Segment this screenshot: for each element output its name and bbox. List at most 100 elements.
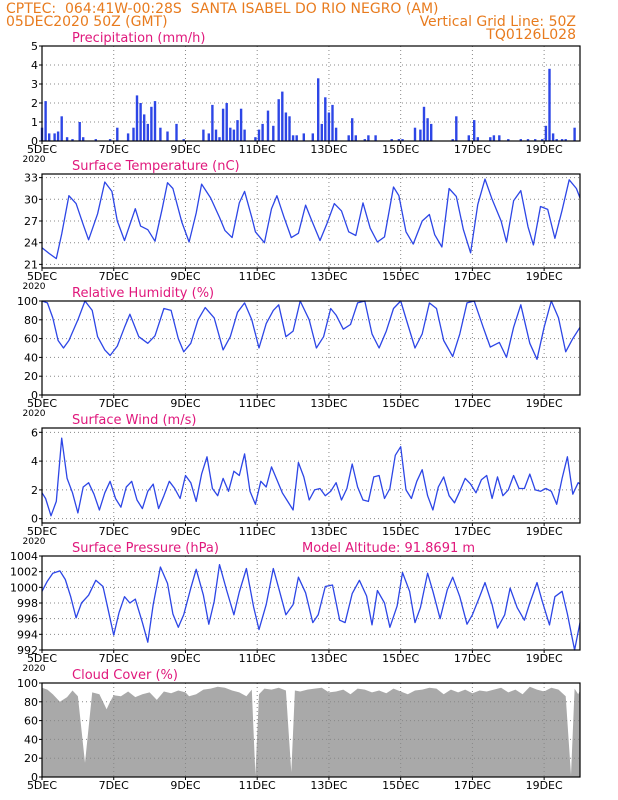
precip-bar: [541, 139, 544, 141]
wind-xtick-label: 11DEC: [239, 525, 276, 538]
rh-year-label: 2020: [23, 409, 46, 419]
temp-xtick-label: 13DEC: [310, 270, 347, 283]
precip-xtick-label: 15DEC: [382, 143, 419, 156]
cloud-xtick-label: 19DEC: [526, 779, 563, 792]
pressure-year-label: 2020: [23, 664, 46, 674]
temp-year-label: 2020: [23, 282, 46, 292]
cloud-title: Cloud Cover (%): [72, 668, 178, 683]
precip-ytick-label: 2: [31, 97, 38, 110]
precip-bar: [60, 116, 63, 141]
temp-ytick-label: 30: [24, 193, 38, 206]
temp-xtick-label: 11DEC: [239, 270, 276, 283]
precip-bar: [560, 139, 564, 141]
precip-xtick-label: 13DEC: [310, 143, 347, 156]
precip-bar: [277, 99, 280, 141]
cloud-ytick-label: 60: [24, 715, 38, 728]
precip-bar: [53, 133, 56, 141]
precip-xtick-label: 17DEC: [454, 143, 491, 156]
precip-ytick-label: 0: [31, 135, 38, 148]
wind-xtick-label: 15DEC: [382, 525, 419, 538]
temp-ytick-label: 24: [24, 237, 38, 250]
precip-bar: [507, 139, 510, 141]
rh-xtick-label: 5DEC: [27, 397, 57, 410]
rh-xtick-label: 17DEC: [454, 397, 491, 410]
cloud-xtick-label: 17DEC: [454, 779, 491, 792]
precip-bar: [551, 133, 555, 141]
precip-bar: [419, 129, 422, 141]
precip-bar: [284, 112, 288, 141]
precip-bar: [476, 137, 479, 141]
precip-bar: [467, 135, 470, 141]
wind-xtick-label: 5DEC: [27, 525, 57, 538]
precip-bar: [331, 104, 334, 141]
pressure-ytick-label: 996: [17, 613, 38, 626]
rh-title: Relative Humidity (%): [72, 286, 214, 301]
precip-bar: [243, 129, 246, 141]
rh-xtick-label: 19DEC: [526, 397, 563, 410]
pressure-ytick-label: 1000: [10, 581, 38, 594]
rh-xtick-label: 11DEC: [239, 397, 276, 410]
precip-bar: [65, 137, 69, 141]
precip-ytick-label: 4: [31, 59, 38, 72]
temp-grid: [41, 174, 580, 268]
pressure-xtick-label: 7DEC: [99, 652, 129, 665]
cloud-cover-area: [42, 686, 580, 777]
temp-xtick-label: 17DEC: [454, 270, 491, 283]
cloud-ytick-label: 80: [24, 696, 38, 709]
precip-bar: [116, 127, 119, 141]
precip-title: Precipitation (mm/h): [72, 31, 205, 46]
precip-bar: [455, 116, 458, 141]
pressure-title: Surface Pressure (hPa): [72, 541, 219, 556]
pressure-xtick-label: 5DEC: [27, 652, 57, 665]
precip-bar: [564, 139, 567, 141]
cloud-xtick-label: 11DEC: [239, 779, 276, 792]
pressure-line: [41, 563, 581, 651]
precip-bar: [363, 139, 366, 141]
precip-bar: [374, 135, 377, 141]
precip-bar: [266, 110, 270, 141]
precip-bar: [94, 139, 97, 141]
precip-bar: [272, 125, 275, 141]
cloud-ytick-label: 0: [31, 771, 38, 784]
pressure-ytick-label: 998: [17, 597, 38, 610]
precip-bar: [498, 135, 501, 141]
precip-bar: [422, 106, 426, 141]
precip-bar: [327, 112, 331, 141]
precip-bar: [182, 139, 185, 141]
cloud-ytick-label: 100: [17, 677, 38, 690]
precip-bar: [175, 123, 178, 141]
header-model-id: TQ0126L028: [486, 27, 576, 43]
temp-panel: 21 24 27 30 33 5DEC 7DEC 9DEC 11DEC 13DEC 15DEC 17D…: [23, 159, 581, 292]
precip-bar: [413, 127, 417, 141]
precip-bar: [548, 68, 551, 141]
wind-ytick-label: 0: [31, 513, 38, 526]
wind-grid: [41, 428, 580, 523]
precip-bar: [473, 120, 476, 141]
rh-panel: 0 20 40 60 80 100 5DEC 7DEC 9DEC 11DEC 13DEC 15DEC 1…: [17, 286, 581, 419]
precip-bar: [324, 97, 327, 141]
wind-ytick-label: 4: [31, 455, 38, 468]
precip-bar: [218, 137, 221, 141]
precip-bar: [214, 129, 218, 141]
temp-ytick-label: 21: [24, 258, 38, 271]
precip-bar: [320, 123, 323, 141]
precip-year-label: 2020: [23, 155, 46, 165]
precip-bar: [229, 127, 232, 141]
rh-line: [41, 300, 581, 360]
wind-panel: 0 2 4 6 5DEC 7DEC 9DEC 11DEC 13DEC 15DEC 17DEC 19DE…: [23, 413, 581, 547]
precip-panel: 0 1 2 3 4 5 5DEC 7DEC 9DEC 11DEC 13DEC 15DEC 17DEC 19…: [23, 31, 581, 165]
wind-xtick-label: 9DEC: [170, 525, 200, 538]
precip-bar: [397, 139, 401, 141]
wind-title: Surface Wind (m/s): [72, 413, 196, 428]
precip-bar: [166, 131, 169, 141]
precip-bar: [489, 137, 492, 141]
precip-bar: [334, 127, 338, 141]
precip-bar: [126, 133, 130, 141]
precip-bar: [44, 101, 47, 141]
cloud-xtick-label: 9DEC: [170, 779, 200, 792]
header-date-line: 05DEC2020 50Z (GMT): [6, 14, 168, 30]
precip-bar: [211, 104, 214, 141]
pressure-xtick-label: 11DEC: [239, 652, 276, 665]
pressure-xtick-label: 17DEC: [454, 652, 491, 665]
wind-ytick-label: 2: [31, 484, 38, 497]
